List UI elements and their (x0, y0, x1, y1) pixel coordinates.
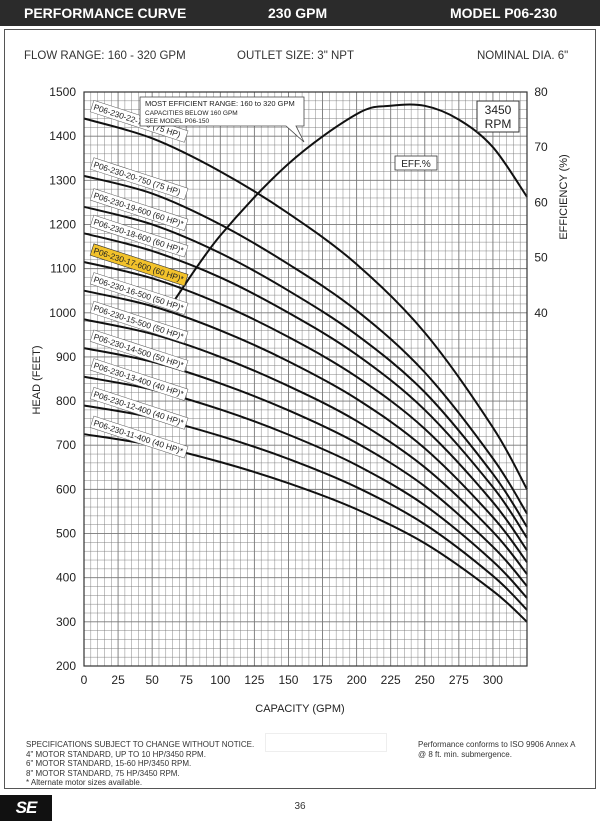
series-line (83, 261, 528, 551)
rpm-unit: RPM (485, 117, 512, 131)
x-tick-label: 100 (210, 673, 230, 687)
y-tick-label: 900 (56, 350, 76, 364)
series-line (83, 174, 528, 515)
blank-field (265, 733, 387, 752)
x-tick-label: 275 (449, 673, 469, 687)
company-logo: SE (0, 795, 52, 821)
x-tick-label: 0 (81, 673, 88, 687)
header-flow: 230 GPM (268, 5, 328, 21)
series-label-box (89, 358, 189, 401)
efficiency-label-text: EFF.% (401, 159, 431, 170)
x-tick-label: 25 (111, 673, 125, 687)
series-label-box (89, 300, 189, 344)
y-tick-label: 1300 (49, 173, 76, 187)
series-label-highlight (89, 243, 189, 287)
x-tick-label: 250 (415, 673, 435, 687)
iso-line-2: @ 8 ft. min. submergence. (418, 749, 512, 759)
header-bar: PERFORMANCE CURVE 230 GPM MODEL P06-230 (0, 0, 600, 26)
x-tick-label: 200 (347, 673, 367, 687)
y-tick-label: 700 (56, 438, 76, 452)
chart-frame (4, 29, 596, 789)
outlet-size: OUTLET SIZE: 3" NPT (237, 50, 354, 62)
footer-line-2: 4" MOTOR STANDARD, UP TO 10 HP/3450 RPM. (26, 749, 206, 759)
series-label-box (89, 188, 189, 231)
nominal-diameter: NOMINAL DIA. 6" (477, 50, 569, 62)
series-label-box (89, 157, 189, 201)
grid-minor (84, 92, 527, 666)
y2-axis-title: EFFICIENCY (%) (558, 154, 570, 239)
efficient-range-callout: MOST EFFICIENT RANGE: 160 to 320 GPM CAP… (139, 96, 305, 143)
x-axis-title: CAPACITY (GPM) (255, 703, 344, 715)
efficiency-label: EFF.% (394, 155, 438, 171)
y-tick-label: 200 (56, 659, 76, 673)
series-line (83, 433, 528, 623)
iso-line-1: Performance conforms to ISO 9906 Annex A (418, 740, 576, 749)
rpm-box: 3450 RPM (476, 100, 520, 133)
y-tick-label: 300 (56, 615, 76, 629)
footer-line-4: 8" MOTOR STANDARD, 75 HP/3450 RPM. (26, 768, 180, 778)
flow-range: FLOW RANGE: 160 - 320 GPM (24, 50, 186, 62)
plot-border (83, 91, 528, 667)
footer-line-1: SPECIFICATIONS SUBJECT TO CHANGE WITHOUT… (26, 740, 255, 749)
header-model: MODEL P06-230 (450, 5, 558, 21)
rpm-value: 3450 (485, 103, 512, 117)
y2-tick-label: 60 (534, 195, 548, 209)
efficiency-line (174, 103, 528, 300)
footer-notes: SPECIFICATIONS SUBJECT TO CHANGE WITHOUT… (26, 740, 254, 788)
y-tick-label: 800 (56, 394, 76, 408)
x-tick-label: 50 (145, 673, 159, 687)
series-line (83, 117, 528, 490)
callout-line-1: MOST EFFICIENT RANGE: 160 to 320 GPM (145, 99, 295, 108)
y2-tick-label: 40 (534, 306, 548, 320)
y-tick-label: 1200 (49, 217, 76, 231)
x-tick-label: 225 (381, 673, 401, 687)
series-label-box (89, 386, 189, 430)
series-label-box (89, 415, 189, 459)
y-axis-title: HEAD (FEET) (31, 345, 43, 414)
series-line (83, 232, 528, 539)
series-label-box (89, 329, 189, 373)
y2-tick-label: 80 (534, 85, 548, 99)
series-label-box (89, 272, 189, 315)
y-tick-label: 1000 (49, 306, 76, 320)
iso-note: Performance conforms to ISO 9906 Annex A… (418, 740, 575, 759)
header-title: PERFORMANCE CURVE (24, 5, 187, 21)
logo-text: SE (15, 798, 38, 817)
footer-line-3: 6" MOTOR STANDARD, 15-60 HP/3450 RPM. (26, 759, 192, 768)
series-label-text: P06-230-20-750 (75 HP) (92, 159, 182, 197)
page-number: 36 (294, 801, 306, 812)
x-tick-label: 300 (483, 673, 503, 687)
y-tick-label: 1100 (50, 262, 76, 276)
y-tick-label: 1400 (49, 129, 76, 143)
series-line (83, 205, 528, 528)
y-tick-label: 1500 (49, 85, 76, 99)
series-line (83, 289, 528, 563)
y-tick-label: 600 (56, 482, 76, 496)
y-tick-label: 400 (56, 571, 76, 585)
x-tick-label: 75 (180, 673, 194, 687)
series-label-box (89, 214, 189, 258)
y2-tick-label: 70 (534, 140, 548, 154)
axis-layer: 0 25 50 75 100 125 150 175 200 225 250 275 300 200 300… (49, 85, 548, 687)
y-tick-label: 500 (56, 527, 76, 541)
x-tick-label: 175 (313, 673, 333, 687)
footer-line-5: * Alternate motor sizes available. (26, 778, 143, 787)
series-line (83, 318, 528, 575)
callout-line-3: SEE MODEL P06-150 (145, 118, 209, 125)
x-tick-label: 125 (244, 673, 264, 687)
callout-line-2: CAPACITIES BELOW 160 GPM (145, 110, 238, 117)
y2-tick-label: 50 (534, 251, 548, 265)
x-tick-label: 150 (278, 673, 298, 687)
